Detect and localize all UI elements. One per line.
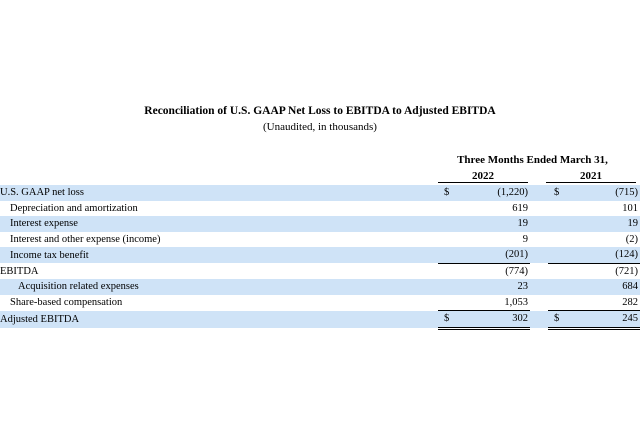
table-row: Adjusted EBITDA $ 302 $ 245 <box>0 310 640 330</box>
value-2021: (721) <box>615 265 638 277</box>
value-2022: (201) <box>456 247 530 264</box>
table-row: Acquisition related expenses 23 684 <box>0 279 640 295</box>
value-2021: 101 <box>622 202 638 214</box>
value-2021: 245 <box>566 310 640 330</box>
table-row: Share-based compensation 1,053 282 <box>0 294 640 311</box>
row-label: Adjusted EBITDA <box>0 310 420 328</box>
table-row: Interest and other expense (income) 9 (2… <box>0 232 640 248</box>
value-2021: (715) <box>566 185 640 201</box>
currency-symbol: $ <box>438 185 456 201</box>
row-label: EBITDA <box>0 265 39 277</box>
value-2022: (774) <box>505 265 528 277</box>
row-label: Interest and other expense (income) <box>10 233 161 245</box>
value-2022: 23 <box>456 279 530 295</box>
table-row: Depreciation and amortization 619 101 <box>0 201 640 217</box>
currency-symbol: $ <box>438 310 456 330</box>
table-row: EBITDA (774) (721) <box>0 263 640 279</box>
report-title: Reconciliation of U.S. GAAP Net Loss to … <box>144 105 496 117</box>
row-label: Acquisition related expenses <box>0 279 420 295</box>
currency-symbol: $ <box>548 310 566 330</box>
year-2021-header: 2021 <box>546 170 636 183</box>
value-2021: (2) <box>625 233 638 245</box>
row-label: Share-based compensation <box>10 297 123 308</box>
row-label: U.S. GAAP net loss <box>0 185 420 201</box>
value-2022: 302 <box>456 310 530 330</box>
value-2022: 19 <box>456 216 530 232</box>
row-label: Depreciation and amortization <box>10 202 138 214</box>
value-2022: 619 <box>512 202 528 214</box>
table-row: Interest expense 19 19 <box>0 216 640 232</box>
value-2022: 1,053 <box>456 294 530 311</box>
value-2021: 282 <box>566 294 640 311</box>
report-subtitle: (Unaudited, in thousands) <box>263 121 377 133</box>
row-label: Income tax benefit <box>0 247 420 263</box>
table-row: U.S. GAAP net loss $ (1,220) $ (715) <box>0 185 640 201</box>
value-2021: 19 <box>566 216 640 232</box>
year-2022-header: 2022 <box>438 170 528 183</box>
currency-symbol: $ <box>548 185 566 201</box>
period-header: Three Months Ended March 31, <box>457 154 608 166</box>
row-label: Interest expense <box>0 216 420 232</box>
value-2021: 684 <box>566 279 640 295</box>
value-2022: 9 <box>522 233 528 245</box>
value-2022: (1,220) <box>456 185 530 201</box>
year-header-row: 2022 2021 <box>0 170 640 185</box>
reconciliation-table: U.S. GAAP net loss $ (1,220) $ (715) Dep… <box>0 185 640 330</box>
value-2021: (124) <box>566 247 640 264</box>
table-row: Income tax benefit (201) (124) <box>0 247 640 264</box>
